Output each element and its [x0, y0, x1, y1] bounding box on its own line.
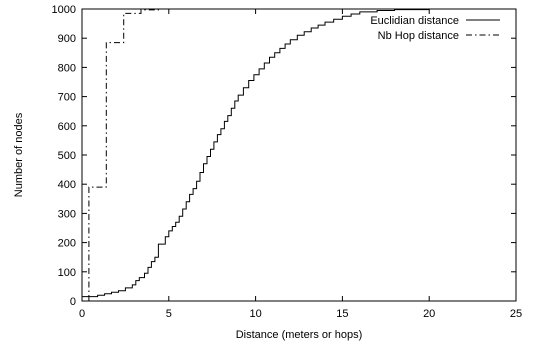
y-axis-label: Number of nodes [13, 112, 25, 197]
series-line-nb-hop [88, 8, 169, 301]
y-tick-label: 200 [58, 238, 76, 250]
x-tick-label: 0 [79, 308, 85, 320]
legend: Euclidian distance Nb Hop distance [370, 15, 500, 42]
y-tick-label: 100 [58, 267, 76, 279]
y-tick-label: 600 [58, 121, 76, 133]
x-axis-label: Distance (meters or hops) [236, 329, 363, 341]
y-tick-label: 800 [58, 62, 76, 74]
y-tick-label: 0 [70, 296, 76, 308]
x-tick-label: 10 [249, 308, 261, 320]
y-tick-label: 300 [58, 208, 76, 220]
axis-ticks: 0 5 10 15 20 25 0 100 200 300 400 500 600 700 800 900 10… [52, 4, 523, 320]
y-tick-label: 400 [58, 179, 76, 191]
series-line-euclidian [82, 8, 464, 298]
plot-border [81, 8, 517, 302]
axis-labels: Distance (meters or hops) Number of node… [13, 112, 362, 341]
x-tick-label: 5 [166, 308, 172, 320]
plot-frame [81, 8, 517, 302]
y-tick-label: 1000 [52, 4, 76, 16]
x-tick-label: 15 [336, 308, 348, 320]
y-tick-label: 900 [58, 33, 76, 45]
series-layer [82, 8, 464, 301]
legend-label-nb-hop: Nb Hop distance [378, 30, 459, 42]
x-tick-label: 20 [423, 308, 435, 320]
y-tick-label: 500 [58, 150, 76, 162]
x-tick-label: 25 [510, 308, 522, 320]
y-tick-label: 700 [58, 92, 76, 104]
legend-label-euclidian: Euclidian distance [370, 15, 459, 27]
